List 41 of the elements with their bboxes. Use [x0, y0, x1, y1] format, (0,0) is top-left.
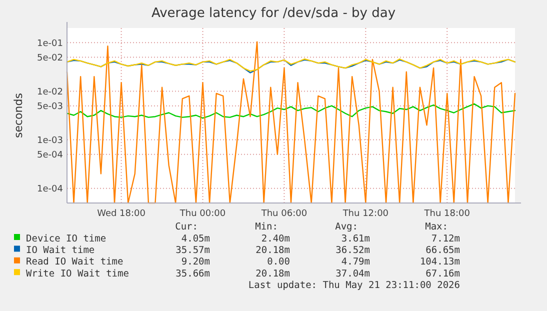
text: Max: [425, 222, 448, 233]
y-tick-label: 5e-04 [37, 150, 64, 161]
text: Min: [255, 222, 278, 233]
legend-label: Read IO Wait time [26, 256, 124, 268]
text: 2.40m [261, 233, 290, 244]
line-series [66, 103, 516, 119]
text: 36.52m [336, 245, 370, 256]
legend-label: Write IO Wait time [26, 268, 130, 280]
text: 20.18m [256, 245, 290, 256]
text: 9.20m [181, 256, 210, 268]
y-tick-label: 5e-03 [37, 102, 63, 112]
text: 66.65m [426, 245, 460, 256]
text: 3.61m [341, 233, 370, 244]
x-tick-label: Thu 18:00 [423, 209, 470, 219]
text: 7.12m [431, 233, 460, 244]
line-series [66, 41, 516, 204]
y-tick-label: 1e-03 [37, 136, 63, 146]
legend-label: IO Wait time [26, 245, 95, 256]
x-tick-label: Thu 00:00 [178, 209, 226, 219]
chart-title: Average latency for /dev/sda - by day [151, 6, 396, 21]
legend-label: Device IO time [26, 233, 106, 244]
text: 104.13m [420, 256, 460, 268]
text: 35.57m [176, 245, 210, 256]
x-tick-label: Wed 18:00 [97, 209, 146, 219]
text: 0.00 [267, 256, 290, 268]
text: 4.79m [341, 256, 370, 268]
y-tick-label: 1e-02 [37, 87, 63, 98]
y-tick-label: 5e-02 [37, 53, 63, 64]
text: 37.04m [336, 268, 370, 280]
y-tick-label: 1e-04 [37, 184, 64, 195]
text: Avg: [335, 222, 358, 233]
text: Last update: Thu May 21 23:11:00 2026 [248, 280, 460, 292]
text: 20.18m [256, 268, 290, 280]
text: 35.66m [176, 268, 210, 280]
text: 67.16m [426, 268, 460, 280]
y-tick-label: 1e-01 [37, 38, 63, 49]
x-tick-label: Thu 06:00 [260, 209, 308, 219]
x-tick-label: Thu 12:00 [342, 209, 389, 219]
text: 4.05m [181, 233, 210, 244]
text: Cur: [175, 222, 198, 233]
y-axis-title: seconds [12, 92, 25, 138]
